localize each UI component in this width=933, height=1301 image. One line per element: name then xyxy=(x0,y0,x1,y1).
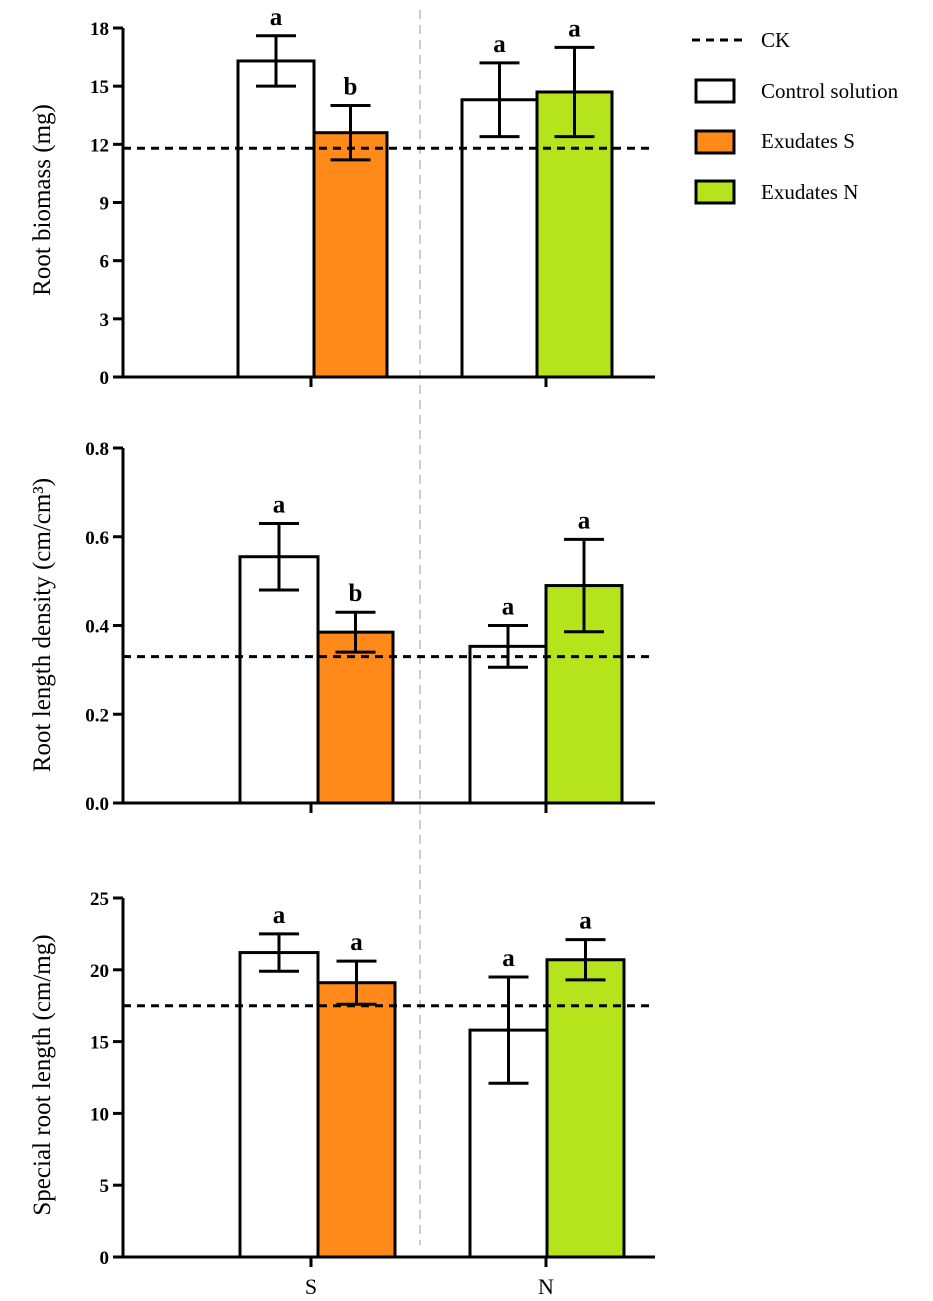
panel-special-root-length: 0 5 10 15 20 25 Special root length (cm/mg) a a a… xyxy=(29,889,655,1269)
y-tick-label: 0.0 xyxy=(85,794,109,815)
legend-label-exudates-n: Exudates N xyxy=(761,180,858,204)
y-tick-label: 10 xyxy=(90,1104,109,1125)
bar xyxy=(316,630,395,805)
y-axis-label: Root biomass (mg) xyxy=(29,104,56,296)
bar xyxy=(468,1028,549,1259)
significance-letter: b xyxy=(349,580,363,607)
y-tick-label: 18 xyxy=(90,19,109,40)
x-category-label-n: N xyxy=(538,1274,554,1299)
bar xyxy=(460,98,539,379)
y-tick-label: 20 xyxy=(90,961,109,982)
y-axis-label: Root length density (cm/cm³) xyxy=(29,478,56,772)
bar xyxy=(468,644,548,805)
significance-letter: a xyxy=(579,908,592,935)
legend-swatch-control xyxy=(694,78,736,104)
panel-root-biomass: 0 3 6 9 12 15 18 Root biomass (mg) a b a a xyxy=(29,4,655,389)
y-tick-label: 0.8 xyxy=(85,439,109,460)
y-tick-label: 9 xyxy=(100,194,110,215)
significance-letter: a xyxy=(270,4,283,31)
y-tick-label: 3 xyxy=(100,310,110,331)
y-tick-label: 0.6 xyxy=(85,528,109,549)
bar xyxy=(312,131,389,379)
bar xyxy=(236,59,316,379)
y-tick-label: 12 xyxy=(90,135,109,156)
significance-letter: a xyxy=(502,945,515,972)
legend-label-control: Control solution xyxy=(761,79,899,103)
x-category-label-s: S xyxy=(305,1274,317,1299)
significance-letter: a xyxy=(502,594,515,621)
y-tick-label: 0.4 xyxy=(85,617,109,638)
y-tick-label: 6 xyxy=(100,252,110,273)
significance-letter: a xyxy=(350,929,363,956)
panel-root-length-density: 0.0 0.2 0.4 0.6 0.8 Root length density (cm/c… xyxy=(29,439,655,815)
legend-swatch-exudates-n xyxy=(694,179,736,205)
y-tick-label: 0.2 xyxy=(85,705,109,726)
y-tick-label: 0 xyxy=(100,1248,110,1269)
significance-letter: a xyxy=(273,902,286,929)
y-tick-label: 15 xyxy=(90,1033,109,1054)
legend-swatch-exudates-s xyxy=(694,129,736,155)
significance-letter: a xyxy=(578,507,591,534)
significance-letter: a xyxy=(273,491,286,518)
legend-label-exudates-s: Exudates S xyxy=(761,129,855,153)
bar xyxy=(545,958,626,1259)
significance-letter: b xyxy=(344,74,358,101)
significance-letter: a xyxy=(493,31,506,58)
significance-letter: a xyxy=(568,15,581,42)
bar xyxy=(238,951,320,1259)
bar xyxy=(316,981,397,1259)
legend: CK Control solution Exudates S Exudates … xyxy=(692,28,899,205)
legend-ck-label: CK xyxy=(761,28,790,52)
y-tick-label: 0 xyxy=(100,368,110,389)
y-tick-label: 5 xyxy=(100,1176,110,1197)
y-tick-label: 25 xyxy=(90,889,109,910)
y-tick-label: 15 xyxy=(90,77,109,98)
y-axis-label: Special root length (cm/mg) xyxy=(29,934,56,1215)
bar xyxy=(238,555,320,805)
